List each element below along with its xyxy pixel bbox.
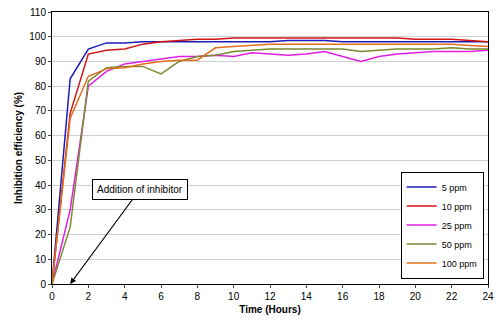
svg-text:14: 14 (301, 291, 313, 302)
svg-text:40: 40 (35, 180, 47, 191)
svg-text:22: 22 (446, 291, 458, 302)
svg-text:100 ppm: 100 ppm (442, 259, 477, 269)
svg-text:10: 10 (228, 291, 240, 302)
svg-text:70: 70 (35, 105, 47, 116)
svg-text:90: 90 (35, 56, 47, 67)
svg-text:0: 0 (49, 291, 55, 302)
svg-text:0: 0 (40, 279, 46, 290)
svg-text:80: 80 (35, 81, 47, 92)
svg-text:16: 16 (337, 291, 349, 302)
svg-text:12: 12 (264, 291, 276, 302)
svg-text:Time (Hours): Time (Hours) (239, 304, 301, 315)
svg-text:Inhibition efficiency (%): Inhibition efficiency (%) (13, 92, 24, 204)
svg-text:Addition of inhibitor: Addition of inhibitor (97, 184, 183, 195)
svg-text:6: 6 (158, 291, 164, 302)
svg-text:5 ppm: 5 ppm (442, 183, 467, 193)
svg-text:110: 110 (30, 7, 46, 18)
svg-text:10 ppm: 10 ppm (442, 202, 472, 212)
svg-text:10: 10 (35, 254, 47, 265)
svg-text:50 ppm: 50 ppm (442, 240, 472, 250)
svg-text:100: 100 (29, 31, 46, 42)
svg-text:2: 2 (86, 291, 92, 302)
svg-text:60: 60 (35, 130, 47, 141)
svg-text:18: 18 (373, 291, 385, 302)
svg-text:20: 20 (35, 229, 47, 240)
svg-text:50: 50 (35, 155, 47, 166)
svg-text:30: 30 (35, 204, 47, 215)
svg-text:24: 24 (482, 291, 494, 302)
svg-text:20: 20 (410, 291, 422, 302)
svg-text:8: 8 (195, 291, 201, 302)
svg-text:25 ppm: 25 ppm (442, 221, 472, 231)
svg-text:4: 4 (122, 291, 128, 302)
